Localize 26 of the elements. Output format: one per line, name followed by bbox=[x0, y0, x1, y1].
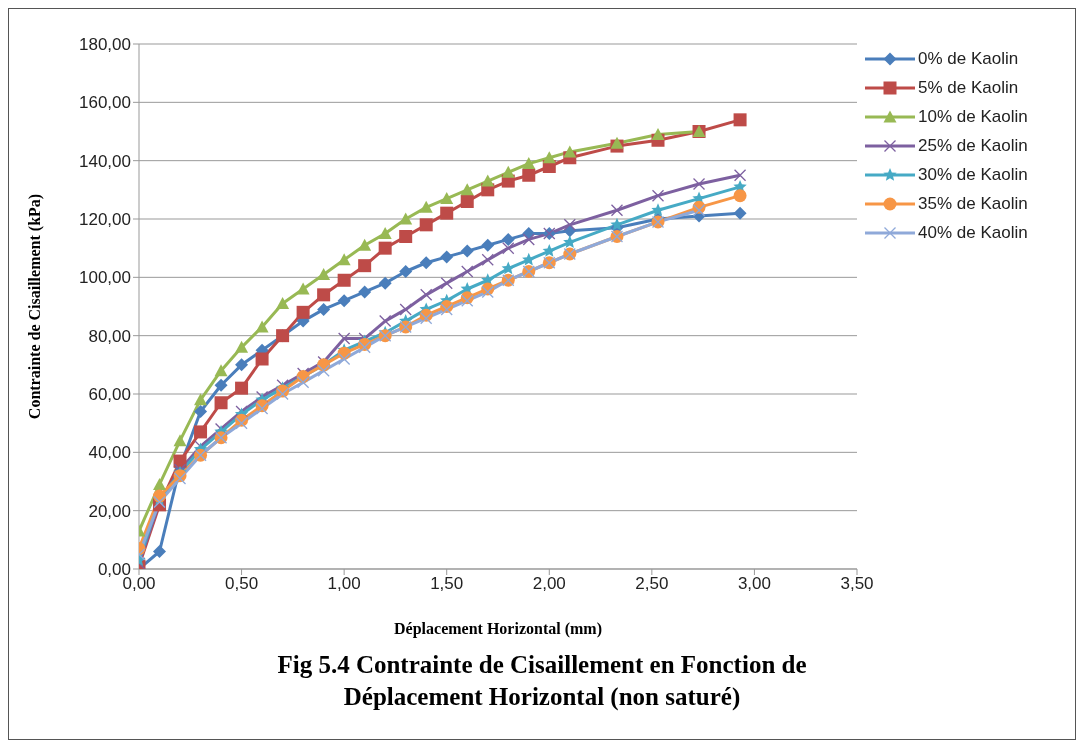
x-tick-label: 1,50 bbox=[430, 574, 464, 594]
legend-label: 5% de Kaolin bbox=[918, 77, 1019, 99]
y-tick-label: 80,00 bbox=[88, 326, 131, 346]
y-tick-label: 120,00 bbox=[79, 210, 131, 230]
y-axis-title: Contrainte de Cisaillement (kPa) bbox=[25, 193, 44, 420]
legend-label: 40% de Kaolin bbox=[918, 222, 1028, 244]
legend-label: 0% de Kaolin bbox=[918, 48, 1019, 70]
y-tick-label: 60,00 bbox=[88, 385, 131, 405]
y-tick-label: 140,00 bbox=[79, 151, 131, 171]
x-tick-label: 2,50 bbox=[635, 574, 669, 594]
y-tick-label: 180,00 bbox=[79, 35, 131, 55]
x-tick-label: 0,50 bbox=[225, 574, 259, 594]
y-tick-label: 20,00 bbox=[88, 501, 131, 521]
x-tick-label: 3,00 bbox=[737, 574, 771, 594]
x-tick-label: 3,50 bbox=[840, 574, 874, 594]
y-tick-label: 40,00 bbox=[88, 443, 131, 463]
legend-label: 30% de Kaolin bbox=[918, 164, 1028, 186]
y-tick-label: 100,00 bbox=[79, 268, 131, 288]
text: Fig 5.4 Contrainte de Cisaillement en Fonction de Déplacement Horizontal (non saturé) bbox=[276, 650, 808, 713]
x-axis-title: Déplacement Horizontal (mm) bbox=[394, 620, 602, 638]
x-tick-label: 1,00 bbox=[327, 574, 361, 594]
legend-label: 35% de Kaolin bbox=[918, 193, 1028, 215]
legend-label: 25% de Kaolin bbox=[918, 135, 1028, 157]
y-tick-label: 160,00 bbox=[79, 93, 131, 113]
legend-label: 10% de Kaolin bbox=[918, 106, 1028, 128]
x-tick-label: 2,00 bbox=[532, 574, 566, 594]
